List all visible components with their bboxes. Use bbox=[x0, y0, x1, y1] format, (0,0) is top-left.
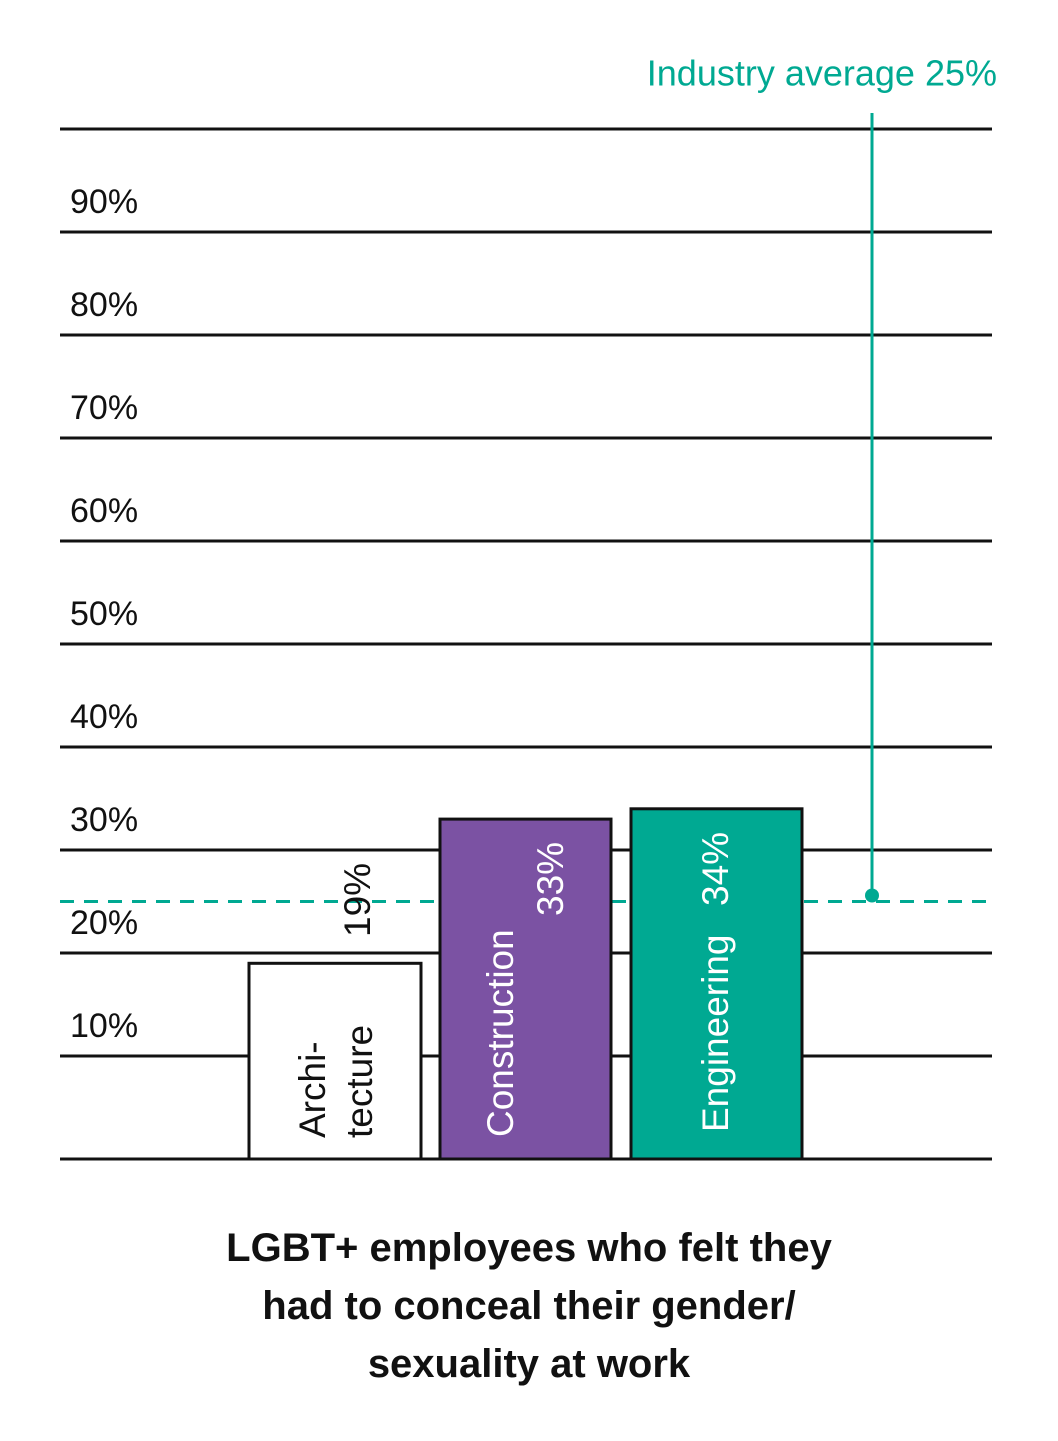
y-tick-label: 90% bbox=[70, 183, 138, 221]
y-tick-label: 80% bbox=[70, 286, 138, 324]
y-tick-label: 50% bbox=[70, 595, 138, 633]
y-tick-label: 30% bbox=[70, 801, 138, 839]
annotation-dot bbox=[865, 888, 879, 903]
x-tick-label: Archi-tecture bbox=[292, 1025, 380, 1138]
bar bbox=[629, 807, 804, 1161]
y-tick-label: 20% bbox=[70, 904, 138, 942]
chart-title: LGBT+ employees who felt they had to conc… bbox=[226, 1226, 832, 1386]
bar bbox=[438, 817, 613, 1161]
y-tick-label: 10% bbox=[70, 1007, 138, 1045]
annotation-label: Industry average 25% bbox=[647, 53, 997, 94]
value-label: 33% bbox=[530, 842, 571, 916]
x-tick-label: Engineering bbox=[695, 935, 736, 1132]
x-tick-label: Construction bbox=[480, 929, 521, 1137]
y-tick-label: 40% bbox=[70, 698, 138, 736]
value-label: 34% bbox=[695, 832, 736, 906]
value-label: 19% bbox=[337, 863, 378, 937]
y-tick-label: 60% bbox=[70, 492, 138, 530]
bar bbox=[247, 961, 423, 1161]
y-tick-label: 70% bbox=[70, 389, 138, 427]
